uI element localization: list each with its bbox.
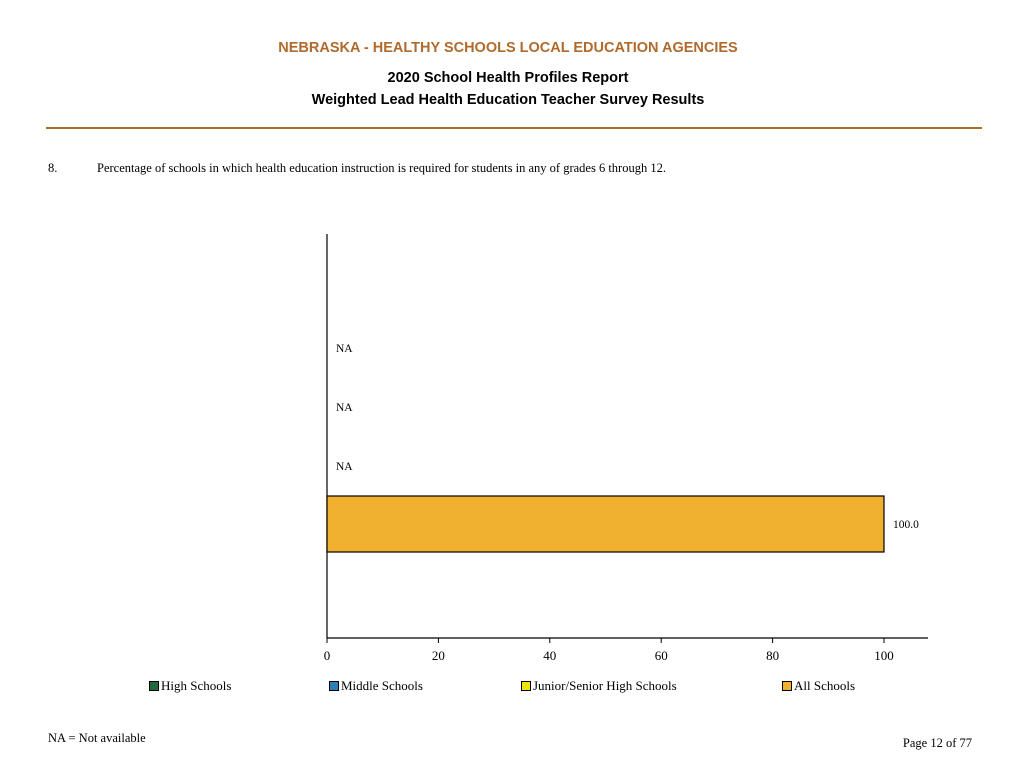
x-tick-label: 0 — [324, 648, 331, 663]
legend-swatch — [149, 681, 159, 691]
bar-na-label: NA — [336, 343, 353, 355]
legend-item-high-schools: High Schools — [149, 678, 231, 694]
legend-label: All Schools — [794, 678, 856, 693]
bar-value-label: 100.0 — [893, 519, 919, 531]
legend-label: Middle Schools — [341, 678, 423, 693]
question-text: Percentage of schools in which health ed… — [97, 161, 666, 175]
report-title: NEBRASKA - HEALTHY SCHOOLS LOCAL EDUCATI… — [278, 40, 738, 56]
legend-swatch — [329, 681, 339, 691]
legend-label: High Schools — [161, 678, 232, 693]
x-tick-label: 100 — [874, 648, 894, 663]
x-tick-label: 80 — [766, 648, 779, 663]
legend-label: Junior/Senior High Schools — [533, 678, 677, 693]
legend-item-middle-schools: Middle Schools — [329, 678, 423, 694]
na-footnote: NA = Not available — [48, 731, 146, 745]
header-divider — [46, 127, 982, 129]
legend-swatch — [782, 681, 792, 691]
legend-item-junior-senior-high-schools: Junior/Senior High Schools — [521, 678, 677, 694]
legend-item-all-schools: All Schools — [782, 678, 855, 694]
report-subtitle: 2020 School Health Profiles Report — [387, 70, 629, 86]
question-number: 8. — [48, 161, 58, 175]
legend-swatch — [521, 681, 531, 691]
page-number: Page 12 of 77 — [902, 736, 972, 750]
survey-subtitle: Weighted Lead Health Education Teacher S… — [311, 92, 705, 108]
bar-na-label: NA — [336, 402, 353, 414]
bar-all-schools — [326, 495, 885, 553]
x-tick-label: 40 — [543, 648, 556, 663]
x-tick-label: 60 — [655, 648, 668, 663]
x-tick-label: 20 — [432, 648, 445, 663]
bar-na-label: NA — [336, 461, 353, 473]
